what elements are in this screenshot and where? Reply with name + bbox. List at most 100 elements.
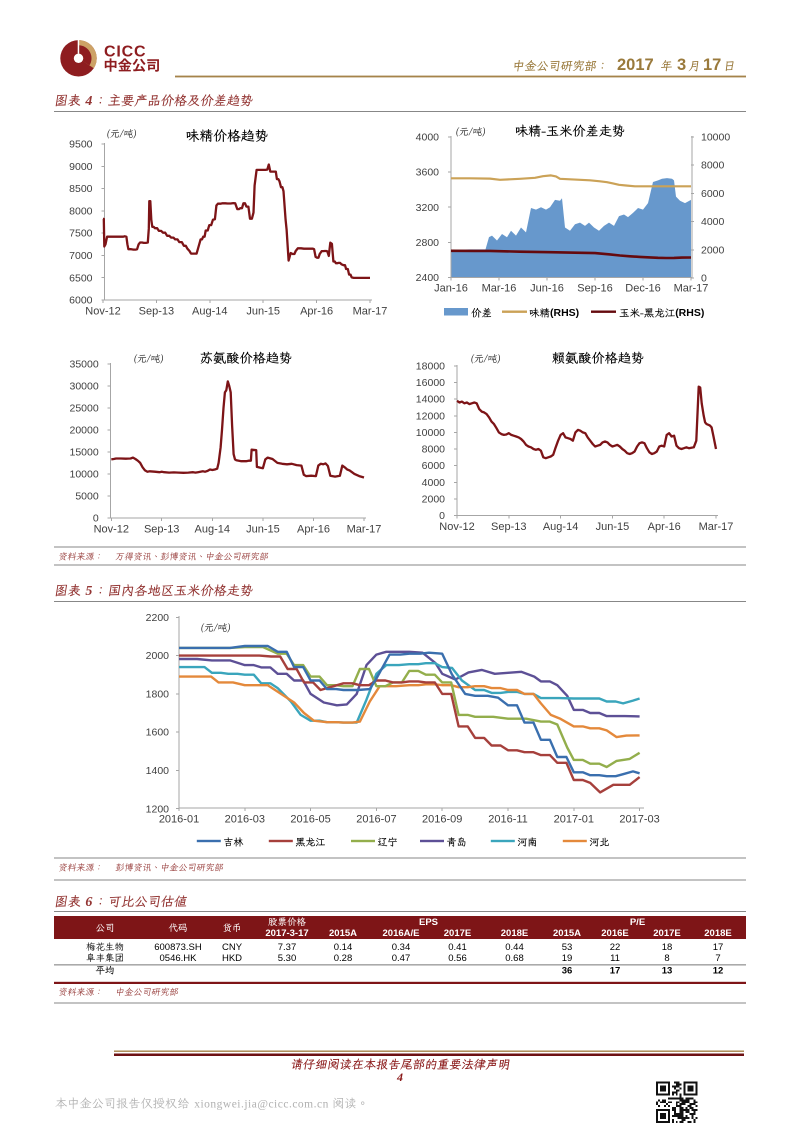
svg-text:2016E: 2016E xyxy=(601,928,628,939)
svg-text:Aug-14: Aug-14 xyxy=(192,306,227,318)
svg-text:Jan-16: Jan-16 xyxy=(434,283,468,295)
svg-text:8000: 8000 xyxy=(422,444,446,456)
svg-text:2016-11: 2016-11 xyxy=(488,814,528,826)
svg-text:2016A/E: 2016A/E xyxy=(383,928,420,939)
svg-text:0: 0 xyxy=(701,273,707,285)
svg-text:8000: 8000 xyxy=(701,160,725,172)
svg-text:(RHS): (RHS) xyxy=(675,307,704,319)
svg-text:Jun-15: Jun-15 xyxy=(596,521,630,533)
svg-text:2015A: 2015A xyxy=(553,928,581,939)
svg-text:20000: 20000 xyxy=(69,425,98,437)
svg-text:3: 3 xyxy=(677,56,686,74)
svg-text:2800: 2800 xyxy=(416,237,440,249)
svg-text:53: 53 xyxy=(562,942,573,953)
svg-text:Mar-16: Mar-16 xyxy=(482,283,517,295)
svg-text:Sep-16: Sep-16 xyxy=(577,283,612,295)
svg-text:(RHS): (RHS) xyxy=(550,307,579,319)
svg-text:35000: 35000 xyxy=(69,358,98,370)
svg-text:2017E: 2017E xyxy=(653,928,680,939)
svg-text:2017E: 2017E xyxy=(444,928,471,939)
svg-text:1400: 1400 xyxy=(146,765,170,777)
svg-text:EPS: EPS xyxy=(419,917,438,928)
svg-text:0.47: 0.47 xyxy=(392,953,411,964)
svg-text:6000: 6000 xyxy=(701,188,725,200)
svg-text:4000: 4000 xyxy=(422,477,446,489)
svg-text:Mar-17: Mar-17 xyxy=(347,524,382,536)
svg-text:14000: 14000 xyxy=(416,394,445,406)
svg-text:7000: 7000 xyxy=(69,250,93,262)
svg-text:CNY: CNY xyxy=(222,942,243,953)
svg-text:0: 0 xyxy=(439,510,445,522)
svg-text:8000: 8000 xyxy=(69,206,93,218)
svg-text:13: 13 xyxy=(662,966,673,977)
svg-text:2000: 2000 xyxy=(422,494,446,506)
svg-text:17: 17 xyxy=(703,56,721,74)
svg-text:2017-03: 2017-03 xyxy=(619,814,659,826)
svg-text:17: 17 xyxy=(713,942,724,953)
svg-text:CICC: CICC xyxy=(104,44,146,61)
svg-text:0.28: 0.28 xyxy=(334,953,353,964)
svg-text:Apr-16: Apr-16 xyxy=(297,524,330,536)
svg-text:0.56: 0.56 xyxy=(448,953,467,964)
svg-text:4000: 4000 xyxy=(416,132,440,144)
svg-text:15000: 15000 xyxy=(69,447,98,459)
svg-text:30000: 30000 xyxy=(69,380,98,392)
svg-text:7500: 7500 xyxy=(69,228,93,240)
svg-text:5000: 5000 xyxy=(75,491,99,503)
svg-text:Apr-16: Apr-16 xyxy=(648,521,681,533)
svg-text:0: 0 xyxy=(93,513,99,525)
svg-text:2015A: 2015A xyxy=(329,928,357,939)
svg-text:Mar-17: Mar-17 xyxy=(674,283,709,295)
svg-text:2017: 2017 xyxy=(617,56,654,74)
svg-text:8500: 8500 xyxy=(69,183,93,195)
svg-text:4: 4 xyxy=(84,94,92,109)
svg-text:Nov-12: Nov-12 xyxy=(94,524,129,536)
svg-text:1600: 1600 xyxy=(146,727,170,739)
svg-text:25000: 25000 xyxy=(69,403,98,415)
svg-text:2000: 2000 xyxy=(701,244,725,256)
svg-text:11: 11 xyxy=(610,953,620,964)
svg-text:Dec-16: Dec-16 xyxy=(625,283,660,295)
svg-text:2017-01: 2017-01 xyxy=(554,814,594,826)
svg-text:0.41: 0.41 xyxy=(448,942,467,953)
svg-text:2016-07: 2016-07 xyxy=(356,814,396,826)
svg-text:9500: 9500 xyxy=(69,139,93,151)
svg-text:Sep-13: Sep-13 xyxy=(144,524,179,536)
svg-text:0.44: 0.44 xyxy=(505,942,524,953)
svg-text:9000: 9000 xyxy=(69,161,93,173)
svg-text:Nov-12: Nov-12 xyxy=(85,306,120,318)
svg-text:xiongwei.jia@cicc.com.cn: xiongwei.jia@cicc.com.cn xyxy=(194,1099,329,1111)
svg-text:12000: 12000 xyxy=(416,410,445,422)
svg-text:2000: 2000 xyxy=(146,650,170,662)
svg-text:2200: 2200 xyxy=(146,612,170,624)
svg-text:36: 36 xyxy=(562,966,573,977)
svg-text:2017-3-17: 2017-3-17 xyxy=(265,928,308,939)
svg-text:6: 6 xyxy=(85,895,92,910)
svg-text:6000: 6000 xyxy=(422,460,446,472)
svg-text:4000: 4000 xyxy=(701,216,725,228)
svg-text:7.37: 7.37 xyxy=(278,942,297,953)
svg-text:6500: 6500 xyxy=(69,272,93,284)
svg-text:0.68: 0.68 xyxy=(505,953,524,964)
svg-text:18000: 18000 xyxy=(416,361,445,373)
svg-text:17: 17 xyxy=(610,966,621,977)
svg-text:10000: 10000 xyxy=(701,131,730,143)
svg-text:19: 19 xyxy=(562,953,573,964)
svg-text:2016-05: 2016-05 xyxy=(290,814,330,826)
svg-text:5.30: 5.30 xyxy=(278,953,297,964)
svg-text:0.34: 0.34 xyxy=(392,942,411,953)
svg-text:Jun-15: Jun-15 xyxy=(246,306,280,318)
svg-text:3200: 3200 xyxy=(416,202,440,214)
svg-text:7: 7 xyxy=(715,953,720,964)
svg-text:HKD: HKD xyxy=(222,953,242,964)
svg-text:10000: 10000 xyxy=(416,427,445,439)
svg-text:2400: 2400 xyxy=(416,272,440,284)
svg-text:P/E: P/E xyxy=(630,917,645,928)
svg-text:1800: 1800 xyxy=(146,689,170,701)
svg-text:2016-09: 2016-09 xyxy=(422,814,462,826)
svg-text:Aug-14: Aug-14 xyxy=(543,521,578,533)
svg-text:Nov-12: Nov-12 xyxy=(439,521,474,533)
svg-text:22: 22 xyxy=(610,942,621,953)
svg-text:2018E: 2018E xyxy=(704,928,731,939)
svg-text:Apr-16: Apr-16 xyxy=(300,306,333,318)
